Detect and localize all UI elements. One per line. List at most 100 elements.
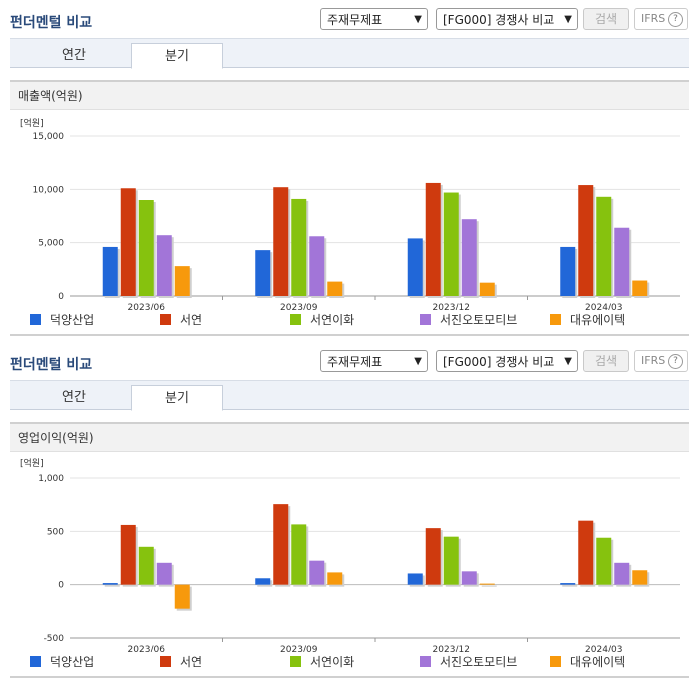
x-tick-label: 2024/03 <box>585 303 622 310</box>
legend-label: 대유에이텍 <box>570 313 626 327</box>
legend-item[interactable]: 서연이화 <box>290 312 354 328</box>
bar[interactable] <box>578 520 594 585</box>
bar[interactable] <box>291 524 307 585</box>
bar[interactable] <box>425 182 441 296</box>
legend-item[interactable]: 서진오토모티브 <box>420 654 517 670</box>
legend-item[interactable]: 덕양산업 <box>30 654 94 670</box>
legend-item[interactable]: 덕양산업 <box>30 312 94 328</box>
bar[interactable] <box>461 571 477 585</box>
competitor-select[interactable]: [FG000] 경쟁사 비교 ▼ <box>436 8 578 30</box>
ifrs-label: IFRS <box>641 354 666 367</box>
y-unit-label: [억원] <box>20 457 44 469</box>
search-button[interactable]: 검색 <box>583 350 629 372</box>
bar[interactable] <box>120 524 136 585</box>
chevron-down-icon: ▼ <box>414 14 422 25</box>
search-button[interactable]: 검색 <box>583 8 629 30</box>
help-icon[interactable]: ? <box>668 354 683 369</box>
legend-label: 서진오토모티브 <box>440 655 518 669</box>
bar[interactable] <box>120 188 136 296</box>
bar[interactable] <box>327 281 343 296</box>
chevron-down-icon: ▼ <box>564 14 572 25</box>
bar[interactable] <box>255 578 271 585</box>
tab-quarterly[interactable]: 분기 <box>131 43 223 69</box>
legend-swatch <box>420 656 431 667</box>
period-tabs: 연간 분기 <box>10 380 689 411</box>
bar-shadow <box>562 585 578 587</box>
tab-annual[interactable]: 연간 <box>62 390 86 405</box>
bar[interactable] <box>407 573 423 585</box>
legend-swatch <box>30 656 41 667</box>
bar[interactable] <box>614 227 630 296</box>
bar[interactable] <box>578 185 594 296</box>
bar[interactable] <box>309 560 325 585</box>
x-tick-label: 2023/06 <box>128 303 166 310</box>
bar[interactable] <box>327 572 343 585</box>
bar[interactable] <box>174 584 190 609</box>
legend-item[interactable]: 서연이화 <box>290 654 354 670</box>
y-tick-label: 500 <box>47 527 64 537</box>
bar[interactable] <box>156 235 172 296</box>
bar[interactable] <box>255 250 271 296</box>
competitor-select[interactable]: [FG000] 경쟁사 비교 ▼ <box>436 350 578 372</box>
help-icon[interactable]: ? <box>668 12 683 27</box>
bar[interactable] <box>479 583 495 585</box>
x-tick-label: 2023/12 <box>433 645 470 652</box>
bar[interactable] <box>596 537 612 585</box>
legend-label: 서연 <box>180 313 203 327</box>
legend-label: 서진오토모티브 <box>440 313 518 327</box>
bar[interactable] <box>138 200 154 296</box>
bar[interactable] <box>461 219 477 296</box>
y-tick-label: 1,000 <box>38 474 64 484</box>
bar[interactable] <box>560 246 576 296</box>
legend-item[interactable]: 서연 <box>160 312 202 328</box>
bar[interactable] <box>309 236 325 296</box>
bar[interactable] <box>273 504 289 585</box>
legend-swatch <box>550 656 561 667</box>
ifrs-button[interactable]: IFRS ? <box>634 8 688 30</box>
bar[interactable] <box>614 562 630 585</box>
panel-title: 펀더멘털 비교 <box>10 15 93 31</box>
legend-item[interactable]: 서진오토모티브 <box>420 312 517 328</box>
period-tabs: 연간 분기 <box>10 38 689 69</box>
bar[interactable] <box>102 246 118 296</box>
bar[interactable] <box>156 562 172 585</box>
bar[interactable] <box>138 546 154 585</box>
x-tick-label: 2023/12 <box>433 303 470 310</box>
legend-label: 덕양산업 <box>50 655 95 669</box>
legend-item[interactable]: 대유에이텍 <box>550 654 625 670</box>
bar-shadow <box>481 585 497 587</box>
bar[interactable] <box>479 282 495 296</box>
legend-swatch <box>160 314 171 325</box>
x-tick-label: 2024/03 <box>585 645 622 652</box>
statement-select[interactable]: 주재무제표 ▼ <box>320 350 428 372</box>
bar[interactable] <box>174 266 190 296</box>
bar[interactable] <box>560 583 576 585</box>
bar[interactable] <box>596 196 612 296</box>
tab-quarterly[interactable]: 분기 <box>131 385 223 411</box>
chevron-down-icon: ▼ <box>414 356 422 367</box>
bar[interactable] <box>632 570 648 585</box>
bar[interactable] <box>425 528 441 585</box>
x-tick-label: 2023/06 <box>128 645 166 652</box>
bar[interactable] <box>102 583 118 585</box>
y-tick-label: 15,000 <box>33 132 65 142</box>
ifrs-button[interactable]: IFRS ? <box>634 350 688 372</box>
bar[interactable] <box>632 280 648 296</box>
legend-swatch <box>290 314 301 325</box>
bar[interactable] <box>273 187 289 296</box>
operating-profit-bar-chart: [억원] -500 0 500 1,000 2023/06 2023/09 2023/12 20… <box>20 457 680 652</box>
x-tick-label: 2023/09 <box>280 645 318 652</box>
statement-select[interactable]: 주재무제표 ▼ <box>320 8 428 30</box>
legend-label: 서연이화 <box>310 655 355 669</box>
y-tick-label: 0 <box>58 581 64 591</box>
bar[interactable] <box>443 192 459 296</box>
legend-item[interactable]: 대유에이텍 <box>550 312 625 328</box>
bar[interactable] <box>291 198 307 296</box>
tab-annual[interactable]: 연간 <box>62 48 86 63</box>
legend-item[interactable]: 서연 <box>160 654 202 670</box>
y-tick-label: -500 <box>44 634 65 644</box>
bar[interactable] <box>407 238 423 296</box>
statement-select-value: 주재무제표 <box>327 355 383 369</box>
legend-label: 대유에이텍 <box>570 655 626 669</box>
bar[interactable] <box>443 536 459 585</box>
